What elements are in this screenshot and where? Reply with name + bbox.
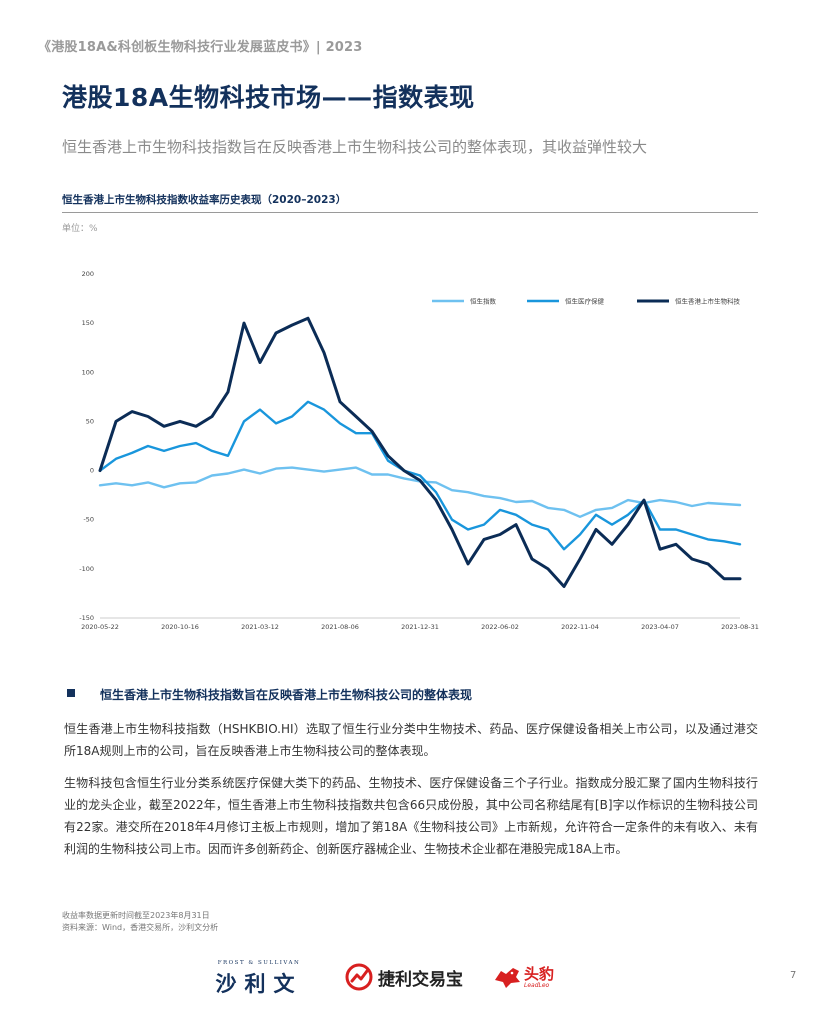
- y-tick-label: 150: [82, 319, 94, 327]
- y-tick-label: 0: [90, 467, 94, 475]
- toubao-logo-sub: LeadLeo: [524, 981, 550, 989]
- jieli-logo-text: 捷利交易宝: [378, 969, 463, 990]
- series-line-2: [98, 400, 742, 551]
- y-tick-label: -100: [79, 565, 94, 573]
- footnote-update: 收益率数据更新时间截至2023年8月31日: [62, 911, 210, 920]
- chart-unit-label: 单位：%: [62, 224, 98, 234]
- plot-area: [100, 274, 740, 618]
- section-heading: 恒生香港上市生物科技指数旨在反映香港上市生物科技公司的整体表现: [100, 688, 473, 702]
- chart-title: 恒生香港上市生物科技指数收益率历史表现（2020–2023）: [62, 194, 347, 206]
- y-tick-label: -150: [79, 614, 94, 622]
- y-tick-label: 200: [82, 270, 94, 278]
- jieli-logo: 捷利交易宝: [344, 962, 463, 992]
- toubao-logo: 头豹 LeadLeo: [492, 960, 554, 994]
- legend-label-2: 恒生医疗保健: [565, 297, 605, 306]
- page-number: 7: [790, 970, 797, 981]
- toubao-logo-text: 头豹: [524, 964, 555, 983]
- footnote-source: 资料来源：Wind，香港交易所，沙利文分析: [62, 923, 219, 932]
- legend-label-3: 恒生香港上市生物科技: [675, 297, 741, 306]
- report-header: 《港股18A&科创板生物科技行业发展蓝皮书》| 2023: [38, 40, 363, 55]
- frost-sullivan-logo: FROST & SULLIVAN 沙利文: [194, 960, 324, 996]
- body-paragraph-1: 恒生香港上市生物科技指数（HSHKBIO.HI）选取了恒生行业分类中生物技术、药…: [64, 722, 758, 758]
- y-tick-label: 100: [82, 368, 94, 376]
- x-tick-label: 2021-08-06: [321, 623, 359, 631]
- x-tick-label: 2020-05-22: [81, 623, 119, 631]
- frost-sullivan-logo-main: 沙利文: [215, 972, 303, 996]
- x-tick-label: 2021-03-12: [241, 623, 279, 631]
- x-tick-label: 2020-10-16: [161, 623, 199, 631]
- leopard-icon: [495, 968, 520, 988]
- page-subtitle: 恒生香港上市生物科技指数旨在反映香港上市生物科技公司的整体表现，其收益弹性较大: [62, 138, 648, 156]
- legend-label-1: 恒生指数: [470, 297, 497, 306]
- x-tick-label: 2022-11-04: [561, 623, 599, 631]
- x-tick-label: 2021-12-31: [401, 623, 439, 631]
- x-tick-label: 2022-06-02: [481, 623, 519, 631]
- section-bullet: [67, 689, 75, 697]
- frost-sullivan-logo-top: FROST & SULLIVAN: [217, 960, 301, 966]
- jieli-logo-icon: [345, 963, 373, 991]
- x-tick-label: 2023-04-07: [641, 623, 679, 631]
- chart-divider: [62, 212, 758, 213]
- line-chart: 200 150 100 50 0 -50 -100 -150 2020-05-22 2020-10…: [62, 262, 762, 642]
- y-tick-label: 50: [86, 417, 94, 425]
- x-tick-label: 2023-08-31: [721, 623, 759, 631]
- body-paragraph-2: 生物科技包含恒生行业分类系统医疗保健大类下的药品、生物技术、医疗保健设备三个子行…: [64, 776, 758, 856]
- series-line-3: [98, 316, 742, 588]
- y-tick-label: -50: [83, 516, 94, 524]
- page-title: 港股18A生物科技市场——指数表现: [62, 83, 475, 112]
